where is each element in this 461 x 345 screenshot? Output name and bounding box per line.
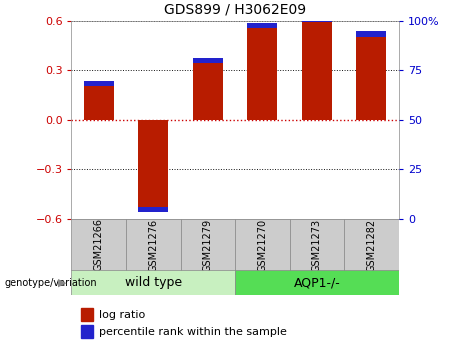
Bar — [248, 26, 278, 120]
Bar — [193, 60, 223, 120]
Bar — [356, 31, 386, 37]
Bar — [193, 58, 223, 63]
Bar — [235, 270, 399, 295]
Bar — [71, 270, 235, 295]
Bar — [138, 207, 168, 212]
Text: GSM21270: GSM21270 — [257, 218, 267, 272]
Bar — [84, 83, 114, 120]
Bar — [290, 219, 344, 271]
Title: GDS899 / H3062E09: GDS899 / H3062E09 — [164, 3, 306, 17]
Text: log ratio: log ratio — [99, 309, 146, 319]
Bar — [84, 81, 114, 86]
Text: genotype/variation: genotype/variation — [5, 278, 97, 287]
Bar — [81, 308, 93, 321]
Text: GSM21273: GSM21273 — [312, 218, 322, 272]
Text: GSM21279: GSM21279 — [203, 218, 213, 272]
Text: GSM21266: GSM21266 — [94, 218, 104, 272]
Text: ▶: ▶ — [58, 278, 66, 287]
Bar — [248, 23, 278, 28]
Text: GSM21276: GSM21276 — [148, 218, 158, 272]
Bar — [138, 120, 168, 209]
Bar — [126, 219, 181, 271]
Bar — [344, 219, 399, 271]
Bar — [356, 34, 386, 120]
Bar — [81, 325, 93, 338]
Bar — [235, 219, 290, 271]
Bar — [302, 19, 332, 120]
Bar — [181, 219, 235, 271]
Text: percentile rank within the sample: percentile rank within the sample — [99, 327, 287, 337]
Text: GSM21282: GSM21282 — [366, 218, 377, 272]
Bar — [71, 219, 126, 271]
Text: AQP1-/-: AQP1-/- — [294, 276, 340, 289]
Text: wild type: wild type — [125, 276, 182, 289]
Bar — [302, 17, 332, 22]
